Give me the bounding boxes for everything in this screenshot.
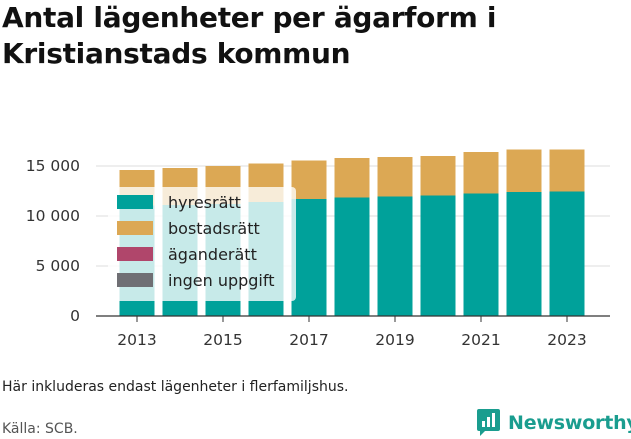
- x-tick-label: 2021: [461, 331, 500, 349]
- x-axis: [96, 315, 610, 322]
- bar-segment: [334, 158, 370, 198]
- bar-segment: [377, 196, 413, 316]
- legend-label: ingen uppgift: [168, 271, 275, 290]
- x-tick-label: 2015: [203, 331, 242, 349]
- bar-segment: [291, 199, 327, 316]
- legend-background: [108, 187, 296, 301]
- y-tick-label: 5 000: [36, 257, 80, 275]
- bar-segment: [549, 191, 585, 316]
- source-note: Källa: SCB.: [2, 421, 78, 437]
- brand-name: Newsworthy: [508, 412, 631, 434]
- bar-segment: [463, 193, 499, 316]
- legend: hyresrätt bostadsrätt äganderätt ingen uppg…: [108, 187, 296, 301]
- legend-swatch: [117, 195, 153, 209]
- y-axis-labels: 0 5 000 10 000 15 000: [26, 157, 80, 325]
- bar-segment: [377, 157, 413, 197]
- x-tick-label: 2023: [547, 331, 586, 349]
- legend-swatch: [117, 247, 153, 261]
- x-tick-label: 2017: [289, 331, 328, 349]
- legend-label: äganderätt: [168, 245, 257, 264]
- x-axis-labels: 2013 2015 2017 2019 2021 2023: [117, 331, 586, 349]
- bar-segment: [420, 195, 456, 316]
- bar-segment: [549, 149, 585, 192]
- x-tick-label: 2019: [375, 331, 414, 349]
- footnote: Här inkluderas endast lägenheter i flerf…: [2, 379, 349, 395]
- y-tick-label: 10 000: [26, 207, 80, 225]
- chart-title: Antal lägenheter per ägarform i Kristian…: [2, 1, 497, 70]
- bar-segment: [506, 192, 542, 316]
- bar-segment: [291, 160, 327, 199]
- y-tick-label: 0: [70, 307, 80, 325]
- y-tick-label: 15 000: [26, 157, 80, 175]
- bar-segment: [420, 156, 456, 196]
- bar-segment: [463, 152, 499, 194]
- bar-segment: [334, 197, 370, 316]
- legend-swatch: [117, 221, 153, 235]
- brand-logo: Newsworthy: [477, 409, 631, 437]
- newsworthy-logo-icon: [477, 409, 500, 436]
- x-tick-label: 2013: [117, 331, 156, 349]
- legend-label: bostadsrätt: [168, 219, 260, 238]
- legend-swatch: [117, 273, 153, 287]
- bar-segment: [506, 149, 542, 192]
- legend-label: hyresrätt: [168, 193, 241, 212]
